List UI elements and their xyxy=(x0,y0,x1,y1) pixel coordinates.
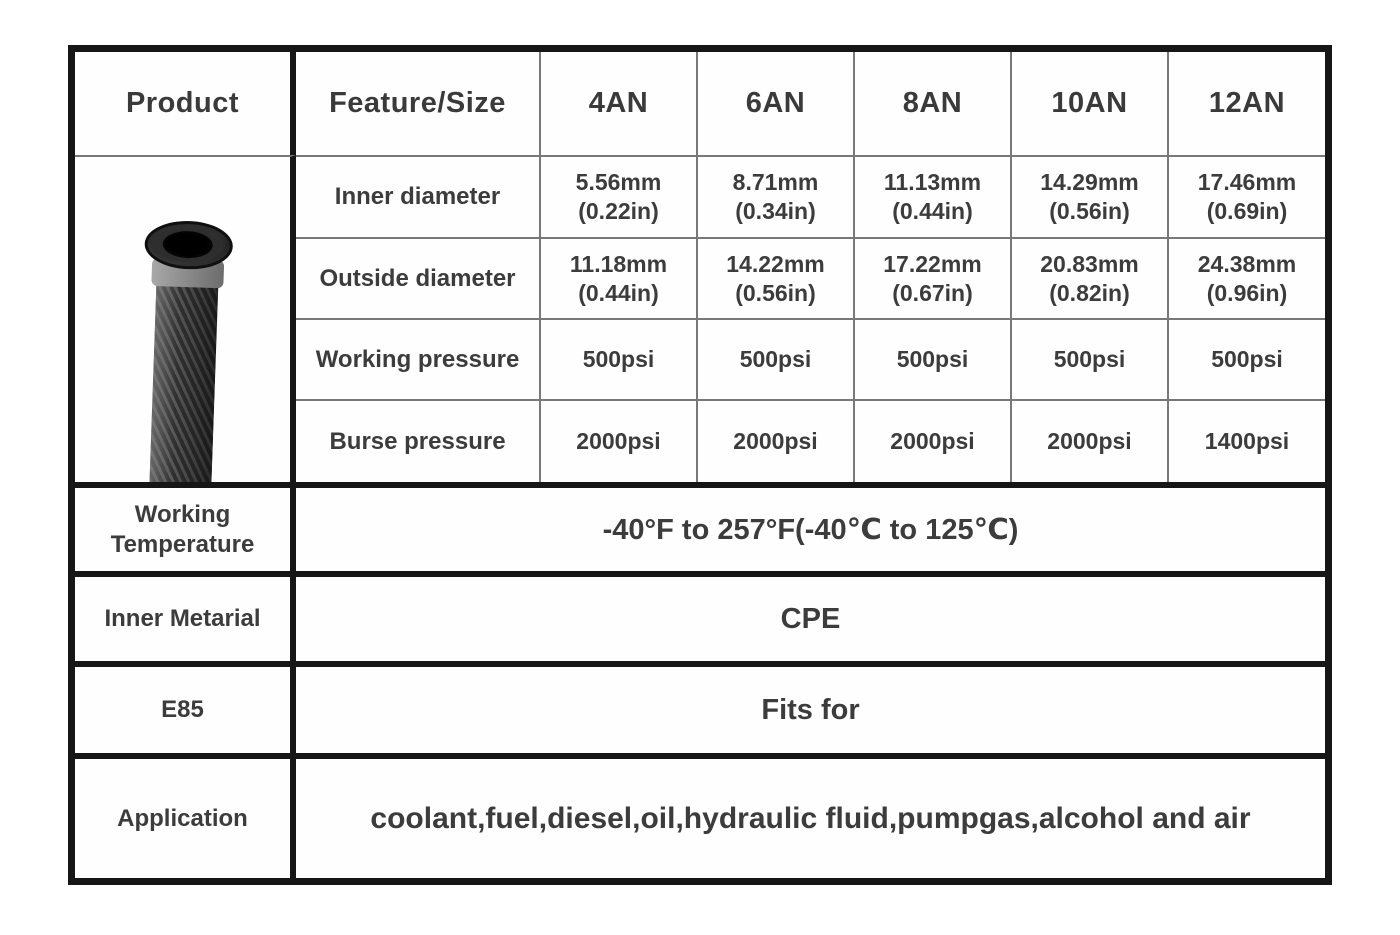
spec-value: 500psi xyxy=(539,318,696,399)
header-size-12an: 12AN xyxy=(1167,52,1325,155)
application-value: coolant,fuel,diesel,oil,hydraulic fluid,… xyxy=(370,801,1251,835)
spec-value: 11.18mm (0.44in) xyxy=(539,237,696,318)
spec-value: 1400psi xyxy=(1167,399,1325,482)
spec-value: 14.22mm (0.56in) xyxy=(696,237,853,318)
e85-value: Fits for xyxy=(761,693,860,726)
spec-value: 2000psi xyxy=(1010,399,1167,482)
spec-value: 2000psi xyxy=(696,399,853,482)
info-label: E85 xyxy=(75,667,296,753)
hose-bore-hole xyxy=(161,230,213,259)
spec-value: 24.38mm (0.96in) xyxy=(1167,237,1325,318)
product-spec-table: Product Feature/Size 4AN 6AN 8AN 10AN 12… xyxy=(68,45,1332,885)
info-row-working-temperature: Working Temperature -40°F to 257°F(-40℃ … xyxy=(75,482,1325,571)
inner-material-value: CPE xyxy=(780,602,841,635)
spec-row-label: Inner diameter xyxy=(296,155,539,237)
spec-value: 2000psi xyxy=(853,399,1010,482)
spec-value: 20.83mm (0.82in) xyxy=(1010,237,1167,318)
info-row-e85: E85 Fits for xyxy=(75,661,1325,753)
header-size-8an: 8AN xyxy=(853,52,1010,155)
info-label: Inner Metarial xyxy=(75,577,296,661)
info-label: Application xyxy=(75,759,296,878)
working-temperature-value: -40°F to 257°F(-40℃ to 125℃) xyxy=(602,514,1019,546)
info-row-inner-material: Inner Metarial CPE xyxy=(75,571,1325,661)
spec-value: 17.46mm (0.69in) xyxy=(1167,155,1325,237)
spec-value: 500psi xyxy=(853,318,1010,399)
spec-row-label: Working pressure xyxy=(296,318,539,399)
spec-value: 2000psi xyxy=(539,399,696,482)
spec-value: 500psi xyxy=(1167,318,1325,399)
spec-value: 17.22mm (0.67in) xyxy=(853,237,1010,318)
header-feature-size: Feature/Size xyxy=(329,87,506,119)
braided-hose-image xyxy=(136,219,234,482)
spec-row-label: Burse pressure xyxy=(296,399,539,482)
product-image-cell xyxy=(75,155,296,482)
header-size-10an: 10AN xyxy=(1010,52,1167,155)
spec-row-label: Outside diameter xyxy=(296,237,539,318)
info-label: Working Temperature xyxy=(75,488,296,571)
spec-value: 500psi xyxy=(696,318,853,399)
spec-value: 500psi xyxy=(1010,318,1167,399)
header-size-4an: 4AN xyxy=(539,52,696,155)
spec-value: 11.13mm (0.44in) xyxy=(853,155,1010,237)
spec-grid: Product Feature/Size 4AN 6AN 8AN 10AN 12… xyxy=(75,52,1325,482)
header-product: Product xyxy=(75,52,296,155)
spec-value: 14.29mm (0.56in) xyxy=(1010,155,1167,237)
info-row-application: Application coolant,fuel,diesel,oil,hydr… xyxy=(75,753,1325,878)
hose-braid-body xyxy=(148,276,219,482)
spec-value: 5.56mm (0.22in) xyxy=(539,155,696,237)
spec-value: 8.71mm (0.34in) xyxy=(696,155,853,237)
header-size-6an: 6AN xyxy=(696,52,853,155)
